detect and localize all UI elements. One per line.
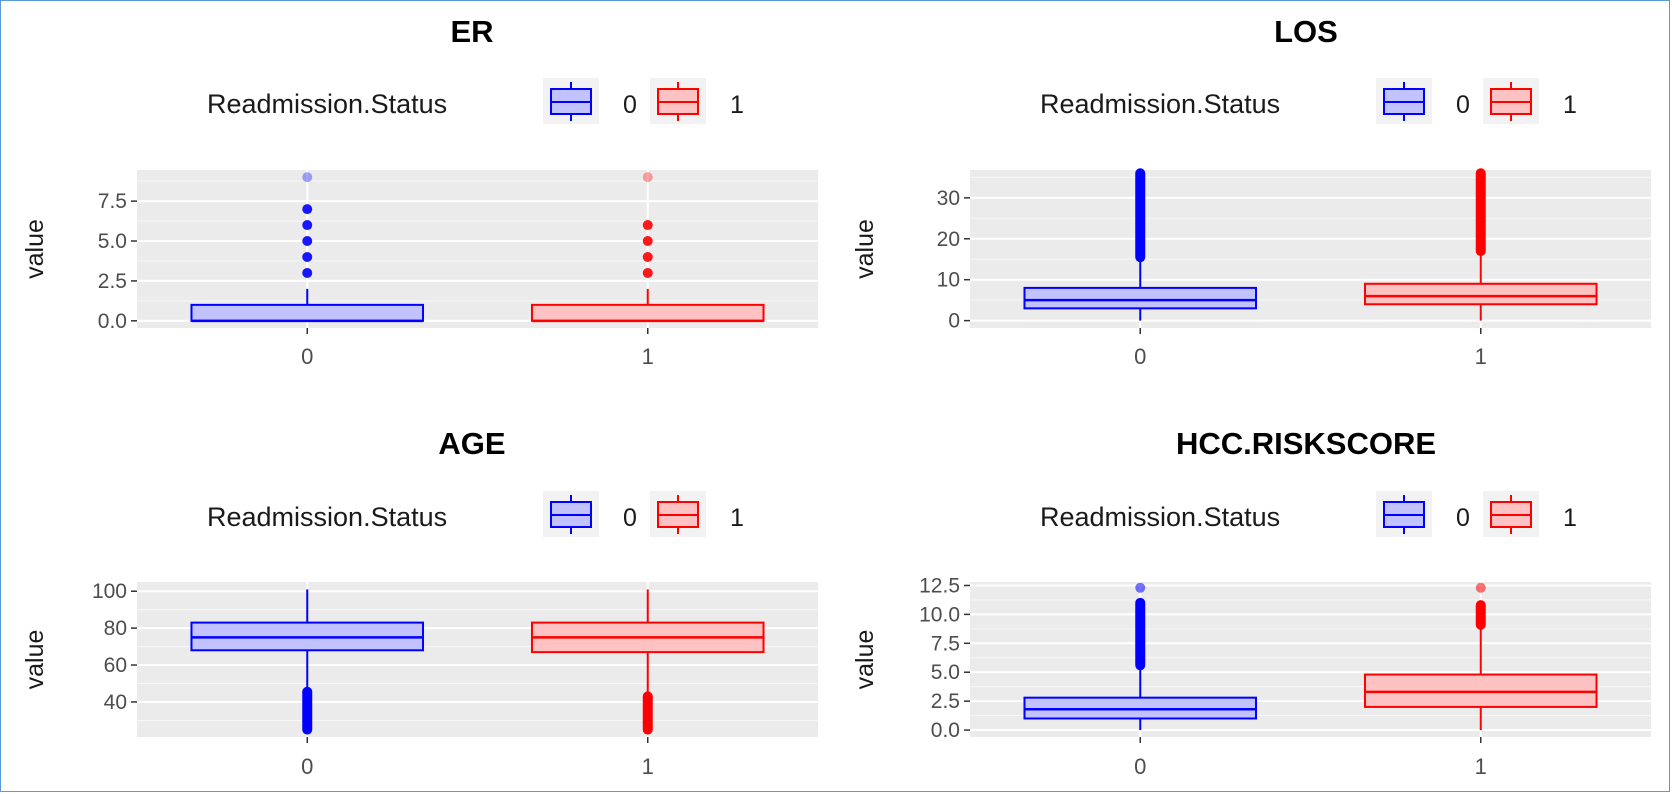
chart-title: LOS <box>1274 14 1338 49</box>
box-1 <box>1363 282 1598 306</box>
legend-title: Readmission.Status <box>1040 89 1280 119</box>
legend-label-0: 0 <box>1456 91 1470 119</box>
chart-title: HCC.RISKSCORE <box>1176 426 1436 461</box>
legend-label-0: 0 <box>623 504 637 532</box>
y-tick-label: 2.5 <box>98 270 127 293</box>
y-tick-label: 12.5 <box>919 574 960 597</box>
outlier-band <box>1475 600 1486 630</box>
panel-background <box>137 170 818 328</box>
outlier-band <box>1475 168 1486 257</box>
x-tick-label: 0 <box>301 754 313 779</box>
legend-label-1: 1 <box>730 504 744 532</box>
y-tick-label: 0 <box>948 310 960 333</box>
outlier-point <box>1475 582 1486 593</box>
legend-label-0: 0 <box>1456 504 1470 532</box>
y-tick-label: 10 <box>937 269 960 292</box>
legend-label-0: 0 <box>623 91 637 119</box>
y-tick-label: 7.5 <box>98 190 127 213</box>
y-tick-label: 0.0 <box>931 719 960 742</box>
x-tick-label: 0 <box>1134 344 1146 369</box>
y-axis-label: value <box>21 630 49 690</box>
x-tick-label: 1 <box>642 344 654 369</box>
y-axis-label: value <box>851 630 879 690</box>
box-0 <box>190 303 425 322</box>
y-tick-label: 30 <box>937 187 960 210</box>
outlier-point <box>642 172 653 183</box>
outlier-point <box>302 204 313 215</box>
y-tick-label: 7.5 <box>931 632 960 655</box>
y-tick-label: 80 <box>104 617 127 640</box>
chart-panel-1: ER Readmission.Status 0 1 0.0 2.5 5.0 7.5 0 1 valu… <box>21 14 818 369</box>
chart-panel-3: AGE Readmission.Status 0 1 40 60 80 100 0 1 value <box>21 426 818 779</box>
legend-title: Readmission.Status <box>1040 502 1280 532</box>
outlier-point <box>302 172 313 183</box>
y-tick-label: 5.0 <box>98 230 127 253</box>
outlier-band <box>1135 597 1146 671</box>
outlier-point <box>302 267 313 278</box>
x-tick-label: 1 <box>642 754 654 779</box>
y-tick-label: 10.0 <box>919 603 960 626</box>
outlier-point <box>642 251 653 262</box>
chart-title: AGE <box>438 426 505 461</box>
y-tick-label: 0.0 <box>98 310 127 333</box>
y-axis-label: value <box>851 219 879 279</box>
outlier-band <box>1135 168 1146 263</box>
y-tick-label: 2.5 <box>931 690 960 713</box>
legend-label-1: 1 <box>1563 91 1577 119</box>
outlier-point <box>642 236 653 247</box>
y-axis-label: value <box>21 219 49 279</box>
y-tick-label: 5.0 <box>931 661 960 684</box>
x-tick-label: 1 <box>1475 754 1487 779</box>
legend-title: Readmission.Status <box>207 502 447 532</box>
outlier-point <box>642 220 653 231</box>
outlier-point <box>1135 582 1146 593</box>
outlier-band <box>302 686 313 735</box>
panel-background <box>137 582 818 737</box>
y-tick-label: 100 <box>92 580 127 603</box>
y-tick-label: 20 <box>937 228 960 251</box>
legend-label-1: 1 <box>1563 504 1577 532</box>
x-tick-label: 0 <box>301 344 313 369</box>
outlier-point <box>302 236 313 247</box>
outlier-point <box>302 251 313 262</box>
box-0 <box>1023 286 1258 310</box>
y-tick-label: 40 <box>104 691 127 714</box>
outlier-point <box>642 267 653 278</box>
x-tick-label: 1 <box>1475 344 1487 369</box>
legend-label-1: 1 <box>730 91 744 119</box>
x-tick-label: 0 <box>1134 754 1146 779</box>
y-tick-label: 60 <box>104 654 127 677</box>
outlier-band <box>642 691 653 735</box>
box-1 <box>530 303 765 322</box>
chart-title: ER <box>450 14 493 49</box>
legend-title: Readmission.Status <box>207 89 447 119</box>
outlier-point <box>302 220 313 231</box>
